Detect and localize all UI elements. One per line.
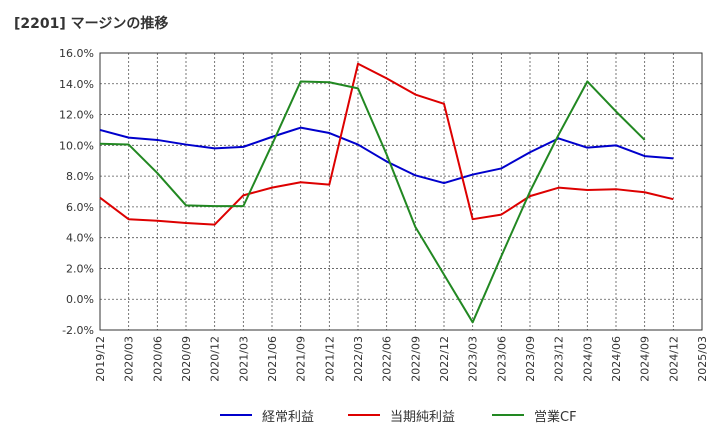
y-tick-label: 4.0% <box>66 232 94 245</box>
x-tick-labels: 2019/12 2020/03 2020/06 2020/09 2020/12 2021/… <box>94 336 709 382</box>
y-tick-label: 6.0% <box>66 201 94 214</box>
y-tick-label: -2.0% <box>62 324 94 337</box>
x-tick-label: 2023/09 <box>524 336 537 382</box>
y-tick-label: 10.0% <box>59 139 94 152</box>
x-tick-label: 2023/12 <box>553 336 566 382</box>
series-line <box>99 80 646 324</box>
y-tick-label: 0.0% <box>66 293 94 306</box>
y-tick-label: 2.0% <box>66 262 94 275</box>
x-tick-label: 2020/09 <box>180 336 193 382</box>
x-tick-label: 2024/03 <box>581 336 594 382</box>
x-tick-label: 2019/12 <box>94 336 107 382</box>
x-tick-label: 2020/03 <box>123 336 136 382</box>
x-tick-label: 2023/06 <box>495 336 508 382</box>
chart-title: [2201] マージンの推移 <box>14 16 169 32</box>
series-line <box>99 62 674 226</box>
y-tick-label: 8.0% <box>66 170 94 183</box>
x-tick-label: 2021/06 <box>266 336 279 382</box>
x-tick-label: 2020/12 <box>209 336 222 382</box>
x-tick-label: 2024/12 <box>667 336 680 382</box>
series-lines <box>99 62 674 324</box>
y-tick-label: 12.0% <box>59 109 94 122</box>
x-tick-label: 2020/06 <box>151 336 164 382</box>
y-tick-label: 14.0% <box>59 78 94 91</box>
legend: 経常利益 当期純利益 営業CF <box>0 405 720 425</box>
legend-swatch <box>492 414 524 416</box>
series-line <box>99 126 674 185</box>
legend-label: 営業CF <box>534 410 577 425</box>
x-tick-label: 2021/12 <box>323 336 336 382</box>
legend-label: 当期純利益 <box>390 410 456 425</box>
x-tick-label: 2021/09 <box>295 336 308 382</box>
legend-swatch <box>220 414 252 416</box>
legend-swatch <box>348 414 380 416</box>
y-tick-labels: -2.0% 0.0% 2.0% 4.0% 6.0% 8.0% 10.0% 12.0% 14.0%… <box>59 47 94 337</box>
plot-frame <box>99 52 703 331</box>
x-tick-label: 2023/03 <box>467 336 480 382</box>
x-tick-label: 2022/09 <box>409 336 422 382</box>
legend-label: 経常利益 <box>262 410 315 425</box>
x-tick-label: 2022/06 <box>381 336 394 382</box>
x-tick-label: 2022/03 <box>352 336 365 382</box>
axes <box>99 52 703 331</box>
x-tick-label: 2024/09 <box>639 336 652 382</box>
x-tick-label: 2021/03 <box>237 336 250 382</box>
x-tick-label: 2022/12 <box>438 336 451 382</box>
x-tick-label: 2025/03 <box>696 336 709 382</box>
y-tick-label: 16.0% <box>59 47 94 60</box>
x-tick-label: 2024/06 <box>610 336 623 382</box>
